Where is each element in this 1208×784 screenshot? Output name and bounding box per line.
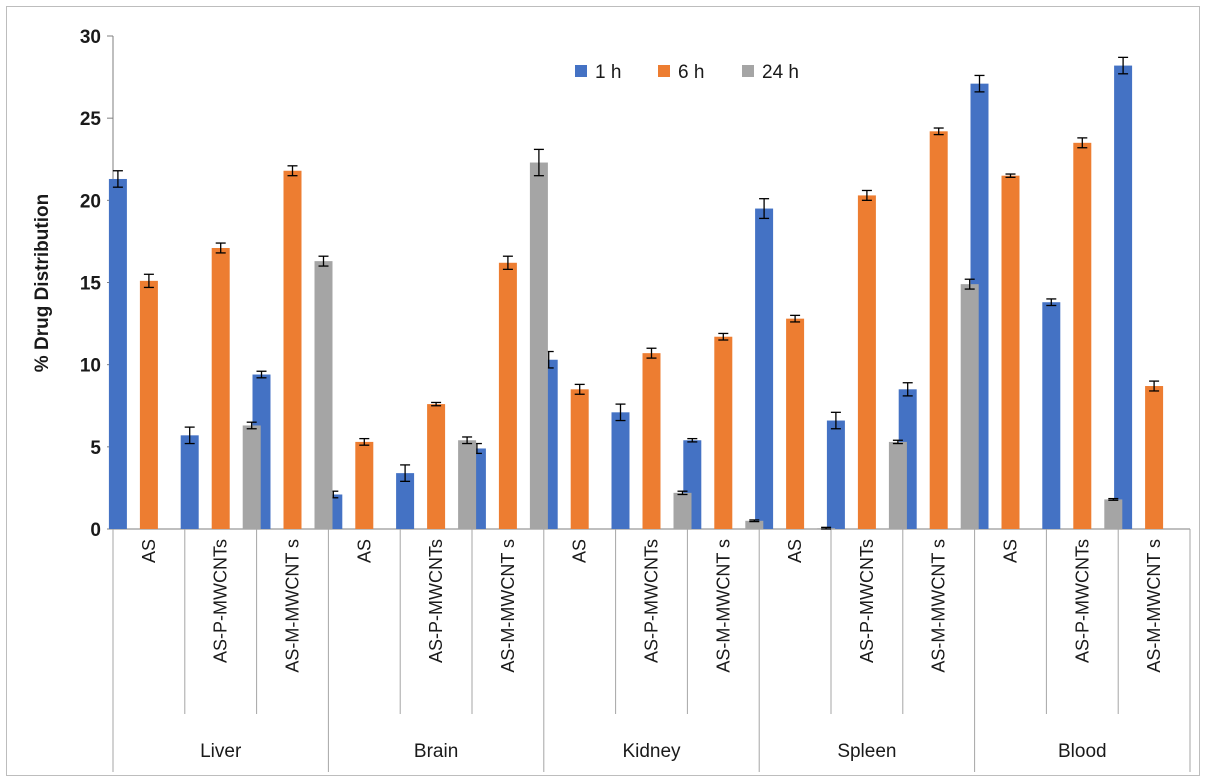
bar — [498, 262, 517, 529]
y-tick-label: 15 — [80, 274, 102, 295]
x-tick-label: AS-M-MWCNT s — [713, 539, 733, 673]
legend-label: 1 h — [595, 62, 621, 83]
x-tick-label: AS-P-MWCNTs — [857, 539, 877, 663]
bar — [888, 441, 907, 529]
x-tick-label: AS-P-MWCNTs — [1072, 539, 1092, 663]
legend-label: 6 h — [678, 62, 704, 83]
bar — [755, 208, 774, 530]
bar — [211, 247, 230, 530]
group-label: Blood — [1058, 741, 1107, 762]
bar — [283, 170, 302, 529]
bar — [857, 195, 876, 530]
y-tick-label: 30 — [80, 27, 101, 48]
bar — [929, 131, 948, 529]
bar — [826, 420, 845, 529]
bar — [1001, 175, 1020, 529]
bar — [642, 353, 661, 529]
bars — [108, 56, 1164, 530]
bar — [786, 318, 805, 529]
bar — [1114, 65, 1133, 529]
x-tick-label: AS-M-MWCNT s — [1144, 539, 1164, 673]
y-tick-label: 0 — [90, 520, 101, 541]
x-tick-label: AS-M-MWCNT s — [498, 539, 518, 673]
bar — [673, 492, 692, 529]
group-label: Brain — [414, 741, 458, 762]
legend-label: 24 h — [762, 62, 799, 83]
bar — [108, 178, 127, 529]
bar — [242, 425, 261, 529]
legend: 1 h 6 h 24 h — [575, 62, 799, 83]
group-label: Liver — [200, 741, 242, 762]
x-tick-label: AS — [139, 539, 159, 563]
group-label: Spleen — [837, 741, 896, 762]
bar — [427, 404, 446, 529]
x-tick-label: AS-M-MWCNT s — [929, 539, 949, 673]
x-tick-label: AS-P-MWCNTs — [426, 539, 446, 663]
bar — [960, 284, 979, 529]
bar — [1073, 142, 1092, 530]
bar — [314, 261, 333, 529]
bar — [1104, 499, 1123, 529]
group-label: Kidney — [622, 741, 681, 762]
x-tick-label: AS-P-MWCNTs — [642, 539, 662, 663]
bar — [714, 336, 733, 529]
bar — [745, 520, 764, 529]
y-tick-label: 20 — [80, 191, 101, 212]
bar — [396, 473, 415, 529]
bar — [355, 441, 374, 529]
legend-swatch — [575, 65, 587, 77]
legend-swatch — [658, 65, 670, 77]
x-tick-label: AS — [354, 539, 374, 563]
bar — [529, 162, 548, 529]
legend-swatch — [742, 65, 754, 77]
x-tick-label: AS — [785, 539, 805, 563]
x-tick-label: AS-P-MWCNTs — [211, 539, 231, 663]
bar — [1145, 386, 1164, 529]
x-tick-label: AS-M-MWCNT s — [283, 539, 303, 673]
bar — [1042, 302, 1061, 529]
y-axis-label: % Drug Distribution — [32, 194, 53, 372]
y-tick-label: 25 — [80, 109, 102, 130]
y-tick-label: 5 — [90, 438, 101, 459]
bar — [458, 440, 477, 529]
bar — [180, 435, 199, 529]
y-tick-label: 10 — [80, 356, 101, 377]
bar — [611, 412, 630, 529]
axes: 0 5 10 15 20 25 30 AS AS-P-MWCNTs AS-M-MWCNT s AS A… — [80, 27, 1191, 772]
bar — [139, 280, 158, 529]
x-tick-label: AS — [1001, 539, 1021, 563]
chart-frame — [6, 6, 1200, 776]
x-tick-label: AS — [570, 539, 590, 563]
bar — [570, 389, 589, 529]
